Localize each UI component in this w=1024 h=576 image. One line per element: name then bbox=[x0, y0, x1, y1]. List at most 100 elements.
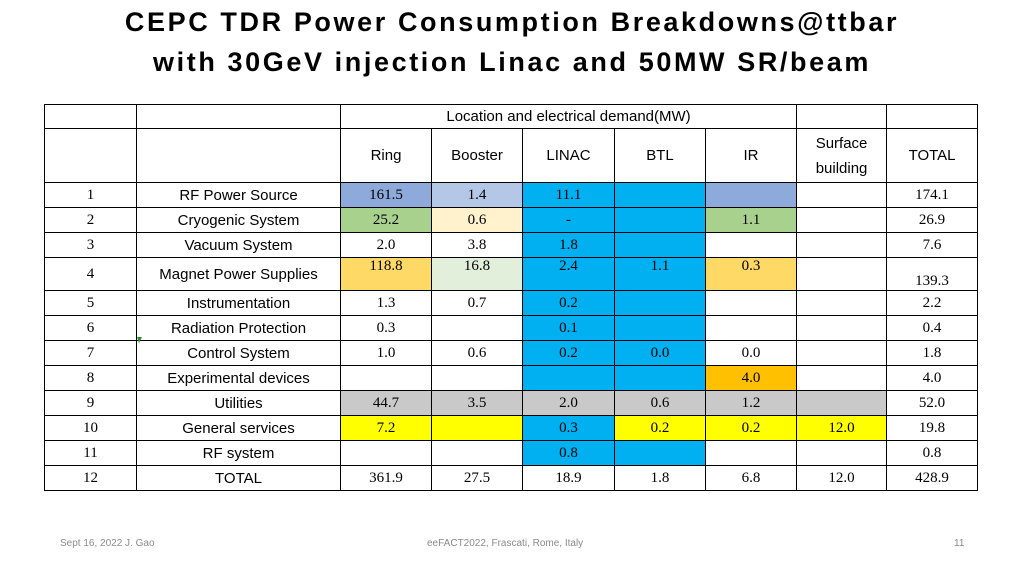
column-header: LINAC bbox=[522, 128, 615, 183]
value-cell: 0.2 bbox=[522, 290, 615, 316]
column-header: Booster bbox=[431, 128, 523, 183]
value-cell: 0.2 bbox=[614, 415, 706, 441]
value-cell: 1.2 bbox=[704, 390, 798, 416]
value-cell: 1.8 bbox=[886, 340, 979, 366]
value-cell bbox=[431, 415, 523, 441]
table-row: 6 Radiation Protection 0.3 0.1 0.4 bbox=[44, 315, 979, 341]
value-cell: 26.9 bbox=[886, 207, 979, 233]
row-index: 2 bbox=[44, 207, 137, 233]
value-cell: 1.8 bbox=[522, 232, 615, 258]
row-label: Instrumentation bbox=[136, 290, 341, 316]
row-label: Magnet Power Supplies bbox=[136, 257, 341, 291]
blank-header-cell bbox=[44, 104, 137, 129]
value-cell: 0.6 bbox=[431, 207, 523, 233]
value-cell bbox=[431, 365, 523, 391]
value-cell: 2.0 bbox=[522, 390, 615, 416]
value-cell: 0.3 bbox=[340, 315, 432, 341]
value-cell bbox=[522, 365, 615, 391]
slide-title: CEPC TDR Power Consumption Breakdowns@tt… bbox=[0, 2, 1024, 82]
value-cell bbox=[796, 315, 888, 341]
column-header-row: Ring Booster LINAC BTL IR Surface building TOT… bbox=[44, 128, 979, 183]
value-cell bbox=[796, 290, 888, 316]
footer-date-author: Sept 16, 2022 J. Gao bbox=[60, 538, 155, 549]
table-row: 12 TOTAL 361.9 27.5 18.9 1.8 6.8 12.0 428.9 bbox=[44, 465, 979, 491]
column-header: Ring bbox=[340, 128, 432, 183]
value-cell bbox=[431, 440, 523, 466]
value-cell: 0.0 bbox=[704, 340, 798, 366]
table-row: 5 Instrumentation 1.3 0.7 0.2 2.2 bbox=[44, 290, 979, 316]
value-cell: 3.5 bbox=[431, 390, 523, 416]
value-cell bbox=[796, 390, 888, 416]
footer-page-number: 11 bbox=[954, 538, 965, 549]
row-index: 10 bbox=[44, 415, 137, 441]
row-label: Radiation Protection bbox=[136, 315, 341, 341]
value-cell bbox=[796, 340, 888, 366]
value-cell: 11.1 bbox=[522, 182, 615, 208]
row-index: 5 bbox=[44, 290, 137, 316]
table-row: 4 Magnet Power Supplies 118.8 16.8 2.4 1.1 0.3… bbox=[44, 257, 979, 291]
value-cell: 1.4 bbox=[431, 182, 523, 208]
value-cell bbox=[796, 207, 888, 233]
value-cell bbox=[796, 365, 888, 391]
value-cell: 0.0 bbox=[614, 340, 706, 366]
row-label: TOTAL bbox=[136, 465, 341, 491]
value-cell: 3.8 bbox=[431, 232, 523, 258]
row-index: 7 bbox=[44, 340, 137, 366]
group-header-row: Location and electrical demand(MW) bbox=[44, 104, 979, 129]
row-label: RF system bbox=[136, 440, 341, 466]
row-index: 8 bbox=[44, 365, 137, 391]
row-label: Experimental devices bbox=[136, 365, 341, 391]
value-cell: 139.3 bbox=[886, 257, 979, 291]
row-label: Control System bbox=[136, 340, 341, 366]
blank-header-cell bbox=[886, 104, 979, 129]
value-cell: 0.2 bbox=[704, 415, 798, 441]
value-cell bbox=[614, 315, 706, 341]
green-corner-marker bbox=[137, 337, 142, 343]
value-cell bbox=[340, 365, 432, 391]
blank-header-cell bbox=[44, 128, 137, 183]
value-cell: 6.8 bbox=[704, 465, 798, 491]
value-cell bbox=[704, 182, 798, 208]
value-cell bbox=[704, 440, 798, 466]
table-row: 2 Cryogenic System 25.2 0.6- 1.1 26.9 bbox=[44, 207, 979, 233]
row-index: 1 bbox=[44, 182, 137, 208]
value-cell: 52.0 bbox=[886, 390, 979, 416]
value-cell: 0.2 bbox=[522, 340, 615, 366]
value-cell: 1.0 bbox=[340, 340, 432, 366]
value-cell: 1.8 bbox=[614, 465, 706, 491]
value-cell bbox=[704, 290, 798, 316]
value-cell bbox=[614, 290, 706, 316]
row-label: RF Power Source bbox=[136, 182, 341, 208]
value-cell: 4.0 bbox=[886, 365, 979, 391]
table-row: 1 RF Power Source 161.5 1.4 11.1 174.1 bbox=[44, 182, 979, 208]
value-cell: 2.0 bbox=[340, 232, 432, 258]
value-cell: 18.9 bbox=[522, 465, 615, 491]
value-cell bbox=[614, 232, 706, 258]
value-cell: 361.9 bbox=[340, 465, 432, 491]
row-index: 9 bbox=[44, 390, 137, 416]
value-cell: 161.5 bbox=[340, 182, 432, 208]
row-index: 11 bbox=[44, 440, 137, 466]
row-index: 12 bbox=[44, 465, 137, 491]
value-cell bbox=[796, 182, 888, 208]
title-line-1: CEPC TDR Power Consumption Breakdowns@tt… bbox=[124, 7, 900, 37]
column-header: Surface building bbox=[796, 128, 888, 183]
value-cell: 44.7 bbox=[340, 390, 432, 416]
value-cell: 0.8 bbox=[886, 440, 979, 466]
value-cell: 0.6 bbox=[431, 340, 523, 366]
value-cell bbox=[431, 315, 523, 341]
table-row: 3 Vacuum System 2.0 3.8 1.8 7.6 bbox=[44, 232, 979, 258]
value-cell: 428.9 bbox=[886, 465, 979, 491]
row-index: 4 bbox=[44, 257, 137, 291]
value-cell bbox=[704, 315, 798, 341]
table-row: 8 Experimental devices 4.0 4.0 bbox=[44, 365, 979, 391]
value-cell: 1.1 bbox=[614, 257, 706, 291]
table-row: 10 General services 7.2 0.3 0.2 0.2 12.0 19.8 bbox=[44, 415, 979, 441]
value-cell: 19.8 bbox=[886, 415, 979, 441]
table-row: 11 RF system 0.8 0.8 bbox=[44, 440, 979, 466]
value-cell: 2.2 bbox=[886, 290, 979, 316]
column-header: TOTAL bbox=[886, 128, 979, 183]
column-header: BTL bbox=[614, 128, 706, 183]
value-cell bbox=[796, 440, 888, 466]
value-cell: 1.1 bbox=[704, 207, 798, 233]
